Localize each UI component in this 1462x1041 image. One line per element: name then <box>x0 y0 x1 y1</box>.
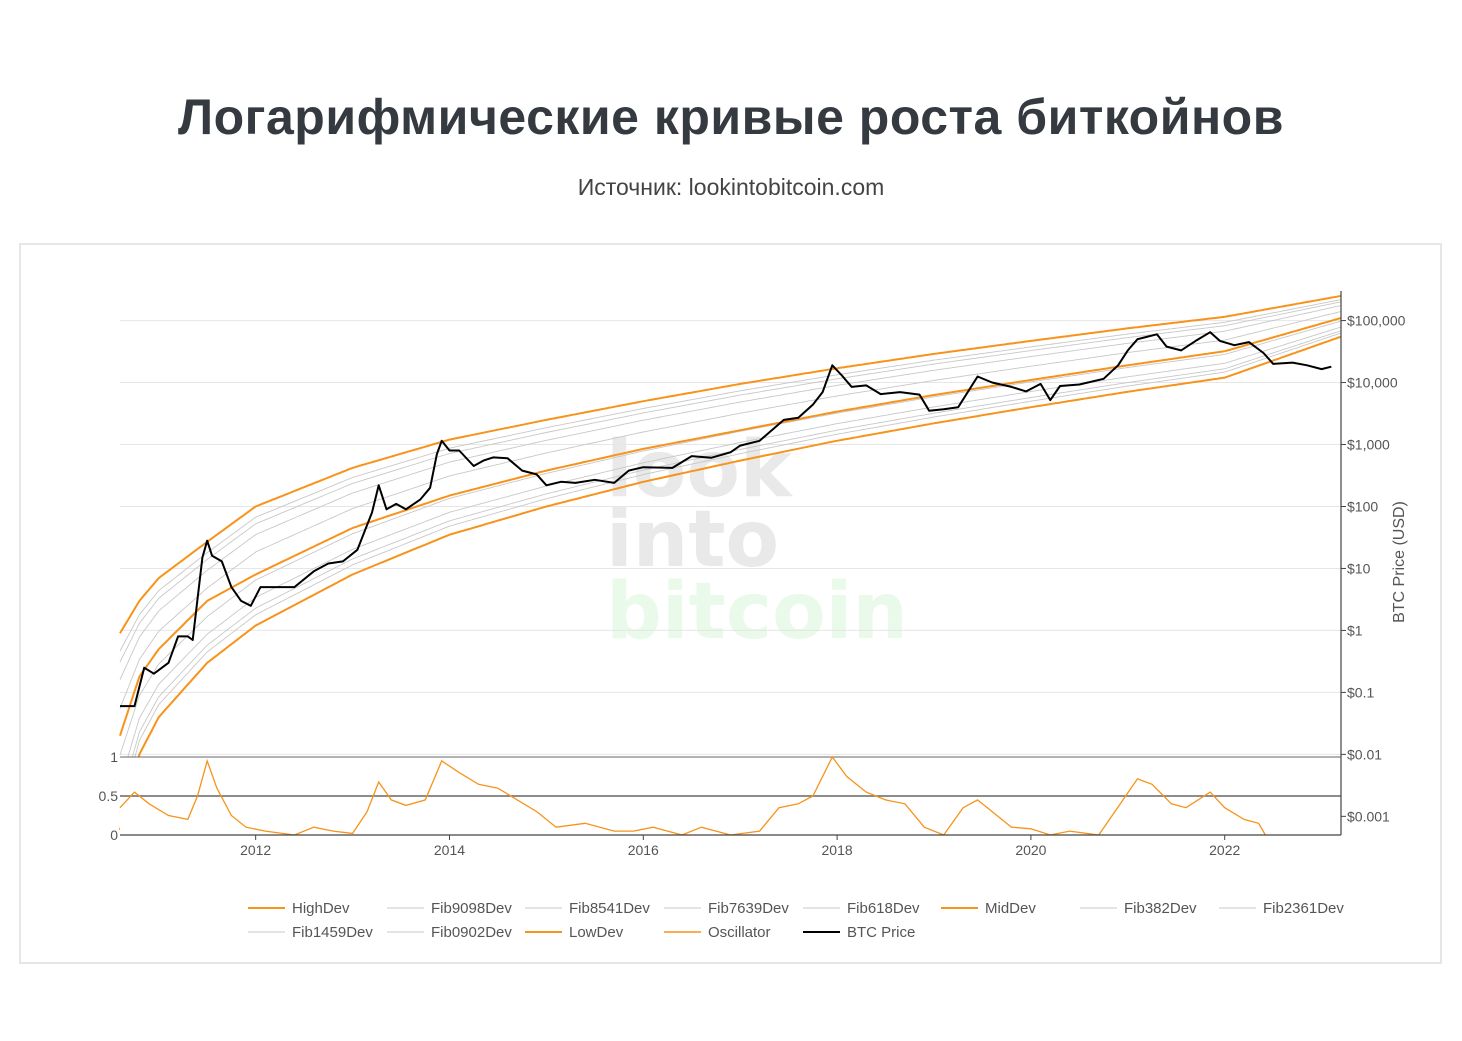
y-tick-label: $1 <box>1347 622 1363 638</box>
y-tick-label: $100,000 <box>1347 313 1406 329</box>
legend-label: LowDev <box>569 924 624 941</box>
legend-item[interactable]: MidDev <box>941 900 1036 917</box>
legend-label: Fib9098Dev <box>431 900 512 917</box>
watermark-into: into <box>606 495 779 585</box>
legend-label: Fib2361Dev <box>1263 900 1344 917</box>
y-tick-label: $0.01 <box>1347 746 1382 762</box>
oscillator-tick-label: 0 <box>110 827 118 843</box>
y-tick-label: $10 <box>1347 560 1371 576</box>
legend-label: Fib0902Dev <box>431 924 512 941</box>
x-tick-label: 2012 <box>240 842 271 858</box>
middev-curve <box>119 317 1342 737</box>
legend-label: Fib382Dev <box>1124 900 1197 917</box>
fib-curve <box>119 311 1342 709</box>
y-tick-label: $10,000 <box>1347 375 1398 391</box>
legend-item[interactable]: BTC Price <box>803 924 915 941</box>
legend-item[interactable]: Fib7639Dev <box>664 900 789 917</box>
legend-item[interactable]: Fib2361Dev <box>1219 900 1344 917</box>
y-tick-label: $0.001 <box>1347 808 1390 824</box>
legend-item[interactable]: Fib382Dev <box>1080 900 1197 917</box>
chart-frame <box>19 243 1442 964</box>
legend-label: Fib618Dev <box>847 900 920 917</box>
page-subtitle: Источник: lookintobitcoin.com <box>577 174 885 200</box>
legend-item[interactable]: Fib0902Dev <box>387 924 512 941</box>
fib-curve <box>119 299 1342 652</box>
legend-label: MidDev <box>985 900 1036 917</box>
y-axis-title: BTC Price (USD) <box>1391 501 1408 623</box>
fib-curve <box>119 301 1342 663</box>
oscillator-tick-label: 1 <box>110 749 118 765</box>
legend-label: Fib1459Dev <box>292 924 373 941</box>
legend-item[interactable]: Fib1459Dev <box>248 924 373 941</box>
x-tick-label: 2016 <box>628 842 659 858</box>
legend[interactable]: HighDev Fib9098Dev Fib8541Dev Fib7639Dev Fib… <box>248 900 1344 941</box>
legend-item[interactable]: Fib9098Dev <box>387 900 512 917</box>
x-tick-label: 2014 <box>434 842 465 858</box>
watermark-bitcoin: bitcoin <box>606 567 908 657</box>
legend-label: BTC Price <box>847 924 915 941</box>
axes-layer: $100,000 $10,000 $1,000 $100 $10 $1 $0.1 $0.01 $… <box>120 291 1406 858</box>
btc-price-line <box>120 331 1332 708</box>
legend-item[interactable]: LowDev <box>525 924 624 941</box>
curves-layer <box>119 294 1342 831</box>
y-tick-label: $0.1 <box>1347 684 1374 700</box>
fib-curve <box>119 332 1342 813</box>
page-title: Логарифмические кривые роста биткойнов <box>178 89 1284 145</box>
fib-curve <box>119 326 1342 784</box>
x-tick-label: 2018 <box>822 842 853 858</box>
legend-label: Oscillator <box>708 924 771 941</box>
fib-curve <box>119 320 1342 756</box>
legend-label: HighDev <box>292 900 350 917</box>
x-tick-label: 2020 <box>1015 842 1046 858</box>
oscillator-panel: 10.50 <box>99 749 1341 843</box>
highdev-curve <box>119 294 1342 634</box>
legend-item[interactable]: Fib8541Dev <box>525 900 650 917</box>
legend-item[interactable]: HighDev <box>248 900 350 917</box>
legend-item[interactable]: Fib618Dev <box>803 900 920 917</box>
watermark: look into bitcoin <box>606 425 908 657</box>
grid-lines <box>120 320 1341 817</box>
y-tick-label: $1,000 <box>1347 437 1390 453</box>
legend-item[interactable]: Oscillator <box>664 924 771 941</box>
x-tick-label: 2022 <box>1209 842 1240 858</box>
legend-label: Fib7639Dev <box>708 900 789 917</box>
y-tick-label: $100 <box>1347 498 1378 514</box>
lowdev-curve <box>119 335 1342 831</box>
fib-curve <box>119 305 1342 680</box>
legend-label: Fib8541Dev <box>569 900 650 917</box>
oscillator-tick-label: 0.5 <box>99 788 119 804</box>
